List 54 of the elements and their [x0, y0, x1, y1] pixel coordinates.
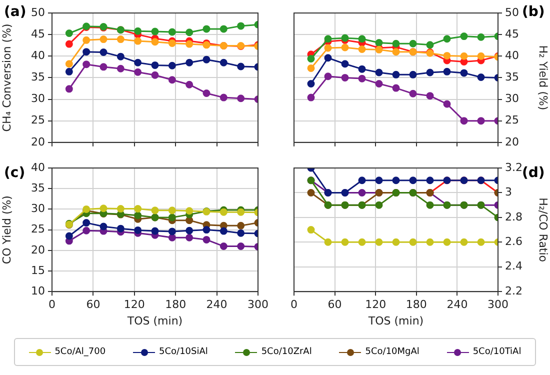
x-tick-label: 240 — [446, 298, 468, 312]
y-tick-label: 20 — [31, 135, 45, 148]
chart-title: (c) — [4, 165, 26, 181]
chart-title: (a) — [4, 4, 26, 20]
x-tick-label: 60 — [86, 298, 100, 312]
legend-label: 5Co/10SiAl — [159, 347, 208, 357]
x-axis-title: TOS (min) — [367, 314, 424, 328]
y-tick-label: 25 — [31, 114, 45, 127]
y-axis-title: H₂/CO Ratio — [536, 198, 550, 262]
legend-label: 5Co/10TiAl — [472, 347, 522, 357]
y-tick-label: 25 — [31, 222, 45, 236]
y-tick-label: 45 — [505, 27, 519, 40]
x-tick-label: 0 — [48, 298, 56, 312]
y-tick-label: 15 — [31, 264, 45, 277]
legend-label: 5Co/10ZrAl — [261, 347, 312, 357]
x-axis-title: TOS (min) — [126, 314, 183, 328]
y-tick-label: 30 — [31, 92, 45, 106]
y-tick-label: 50 — [505, 6, 519, 19]
x-tick-label: 300 — [248, 298, 268, 312]
legend-label: 5Co/10MgAl — [365, 347, 420, 357]
y-tick-label: 2.2 — [505, 284, 522, 298]
y-tick-label: 30 — [31, 202, 45, 216]
x-tick-label: 180 — [406, 298, 427, 312]
y-tick-label: 40 — [31, 160, 45, 174]
x-tick-label: 300 — [488, 298, 508, 312]
y-axis-title: CO Yield (%) — [0, 196, 14, 264]
y-axis-title: H₂ Yield (%) — [536, 45, 550, 110]
y-tick-label: 20 — [505, 135, 519, 148]
y-tick-label: 30 — [505, 92, 519, 106]
y-tick-label: 45 — [31, 27, 45, 40]
legend-label: 5Co/Al_700 — [54, 347, 106, 357]
y-tick-label: 50 — [31, 6, 45, 19]
y-tick-label: 20 — [31, 243, 45, 256]
x-tick-label: 0 — [290, 298, 298, 312]
y-tick-label: 40 — [31, 48, 45, 62]
x-tick-label: 240 — [206, 298, 228, 312]
y-tick-label: 35 — [31, 181, 45, 194]
y-tick-label: 2.6 — [505, 235, 522, 248]
x-tick-label: 120 — [365, 298, 386, 312]
y-tick-label: 35 — [31, 70, 45, 84]
y-tick-label: 3 — [505, 186, 512, 199]
y-tick-label: 2.8 — [505, 210, 522, 224]
y-axis-title: CH₄ Conversion (%) — [0, 24, 14, 132]
y-tick-label: 3.2 — [505, 160, 522, 174]
y-tick-label: 2.4 — [505, 260, 522, 273]
x-tick-label: 60 — [328, 298, 342, 312]
text: (d) — [522, 165, 545, 181]
x-tick-label: 180 — [165, 298, 186, 312]
text: (b) — [522, 4, 545, 20]
y-tick-label: 35 — [505, 70, 519, 84]
y-tick-label: 40 — [505, 48, 519, 62]
y-tick-label: 10 — [31, 284, 45, 298]
x-tick-label: 120 — [124, 298, 145, 312]
y-tick-label: 25 — [505, 114, 519, 127]
